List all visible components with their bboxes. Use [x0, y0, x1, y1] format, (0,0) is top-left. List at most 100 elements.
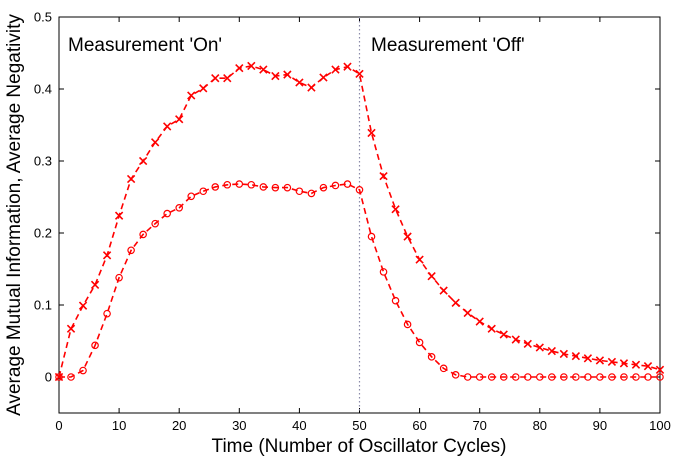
data-point-x [607, 357, 617, 367]
data-point-o [55, 373, 63, 381]
data-point-x [595, 356, 605, 365]
data-point-x [66, 324, 76, 333]
data-point-x [391, 205, 400, 214]
data-point-o [620, 373, 628, 381]
data-point-x [535, 343, 544, 352]
data-point-o [199, 187, 208, 196]
data-point-o [608, 373, 616, 381]
data-point-x [259, 65, 268, 74]
y-axis-label: Average Mutual Information, Average Nega… [4, 14, 25, 416]
data-point-o [115, 273, 123, 282]
annotation-measurement-on: Measurement 'On' [68, 35, 222, 56]
data-point-x [78, 301, 88, 310]
data-point-o [127, 246, 135, 255]
plot-area [58, 16, 661, 414]
data-point-o [572, 373, 580, 381]
data-point-x [307, 83, 316, 92]
x-tick-label: 60 [412, 418, 426, 433]
data-point-o [307, 189, 316, 198]
data-point-o [427, 353, 436, 361]
data-point-x [295, 78, 304, 87]
data-point-x [187, 91, 196, 100]
data-point-o [451, 371, 460, 379]
data-point-o [499, 373, 508, 381]
data-point-x [223, 74, 232, 83]
x-tick-label: 40 [292, 418, 306, 433]
data-point-o [319, 183, 328, 192]
data-point-x [211, 74, 220, 83]
data-point-x [415, 255, 424, 264]
data-point-o [644, 373, 652, 381]
y-tick-label: 0.2 [34, 226, 52, 241]
axis-tick-labels: 0 10 20 30 40 50 60 70 80 90 100 0 0.1 0.2 0.3 0.4 0.5 [34, 10, 671, 434]
y-tick-label: 0.5 [34, 10, 52, 25]
data-point-o [175, 204, 184, 212]
data-point-x [475, 317, 484, 326]
annotation-measurement-off: Measurement 'Off' [371, 35, 525, 56]
series-layer [54, 61, 665, 382]
data-point-o [283, 183, 292, 192]
x-tick-label: 30 [232, 418, 246, 433]
data-point-x [523, 339, 532, 349]
x-tick-label: 80 [533, 418, 547, 433]
data-point-x [367, 128, 376, 138]
data-point-o [475, 373, 484, 381]
data-point-o [511, 373, 520, 381]
data-point-x [355, 69, 364, 79]
series-line [58, 65, 661, 378]
data-point-o [343, 180, 352, 188]
data-point-x [379, 171, 388, 181]
data-point-o [91, 341, 99, 350]
data-point-o [596, 373, 604, 381]
data-point-x [427, 272, 436, 281]
axis-ticks [58, 16, 661, 413]
data-point-o [271, 183, 280, 192]
data-point-x [463, 308, 472, 318]
y-tick-label: 0.1 [34, 298, 52, 313]
data-point-x [547, 346, 556, 356]
data-point-x [150, 138, 160, 147]
data-point-x [343, 62, 352, 71]
data-point-x [619, 359, 629, 368]
data-point-o [463, 373, 472, 381]
data-point-x [163, 122, 172, 131]
data-point-o [415, 338, 424, 347]
data-point-x [403, 232, 412, 241]
data-point-x [499, 330, 508, 339]
data-point-x [90, 280, 100, 290]
y-tick-label: 0.4 [34, 82, 52, 97]
data-point-x [583, 354, 593, 363]
data-point-o [367, 232, 376, 241]
data-point-o [560, 373, 568, 381]
x-tick-label: 0 [55, 418, 62, 433]
y-tick-label: 0.3 [34, 154, 52, 169]
data-point-x [114, 211, 124, 220]
data-point-x [247, 61, 256, 71]
data-point-o [211, 183, 220, 191]
data-point-o [295, 187, 304, 196]
series-mutual-information [54, 61, 665, 382]
series-line [59, 183, 660, 378]
data-point-o [632, 373, 640, 381]
data-point-x [175, 115, 184, 124]
data-point-x [571, 351, 581, 361]
series-negativity [55, 180, 664, 381]
data-point-o [139, 230, 147, 239]
data-point-x [643, 362, 653, 371]
data-point-o [151, 219, 159, 228]
data-point-o [187, 192, 196, 201]
data-point-o [79, 366, 87, 375]
data-point-o [163, 209, 171, 218]
x-tick-label: 20 [172, 418, 186, 433]
data-point-x [439, 286, 448, 295]
data-point-o [379, 268, 388, 276]
data-point-x [235, 63, 244, 73]
data-point-x [487, 324, 496, 333]
x-tick-label: 100 [649, 418, 671, 433]
data-point-o [331, 181, 340, 190]
data-point-o [223, 180, 232, 189]
data-point-o [523, 373, 532, 381]
x-axis-label: Time (Number of Oscillator Cycles) [212, 436, 507, 457]
x-tick-label: 50 [352, 418, 366, 433]
